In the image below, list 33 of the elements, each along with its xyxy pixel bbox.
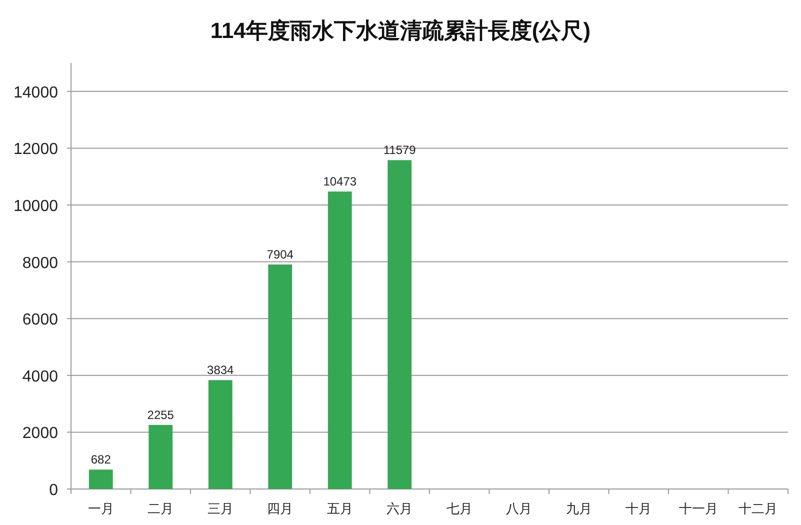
y-tick-label: 2000: [22, 425, 58, 442]
data-label: 7904: [266, 248, 294, 262]
x-tick-label: 十二月: [738, 501, 778, 516]
data-label: 11579: [383, 143, 416, 158]
x-tick-label: 七月: [446, 501, 472, 516]
bar: [328, 192, 352, 489]
bar: [268, 264, 292, 489]
x-tick-label: 三月: [207, 501, 234, 516]
y-tick-label: 0: [49, 482, 58, 499]
chart-title: 114年度雨水下水道清疏累計長度(公尺): [210, 18, 591, 43]
x-tick-label: 一月: [88, 501, 114, 516]
bar: [208, 380, 232, 489]
x-tick-label: 六月: [386, 501, 413, 516]
x-tick-label: 十月: [626, 501, 652, 516]
x-tick-label: 四月: [267, 501, 294, 516]
x-tick-label: 五月: [326, 501, 353, 516]
x-tick-label: 二月: [148, 501, 174, 516]
x-tick-label: 十一月: [678, 501, 718, 516]
y-tick-label: 10000: [14, 198, 58, 215]
y-tick-label: 14000: [14, 84, 58, 102]
x-tick-label: 九月: [566, 501, 592, 516]
bar: [388, 160, 412, 489]
y-tick-label: 12000: [14, 141, 58, 158]
x-tick-label: 八月: [506, 501, 532, 516]
data-label: 2255: [147, 408, 174, 422]
data-label: 682: [90, 452, 112, 467]
y-tick-label: 6000: [22, 312, 58, 329]
bar: [88, 470, 113, 489]
y-tick-label: 8000: [22, 254, 58, 272]
y-tick-label: 4000: [22, 368, 58, 386]
data-label: 10473: [323, 174, 357, 189]
bar: [148, 424, 173, 489]
data-label: 3834: [207, 363, 234, 378]
